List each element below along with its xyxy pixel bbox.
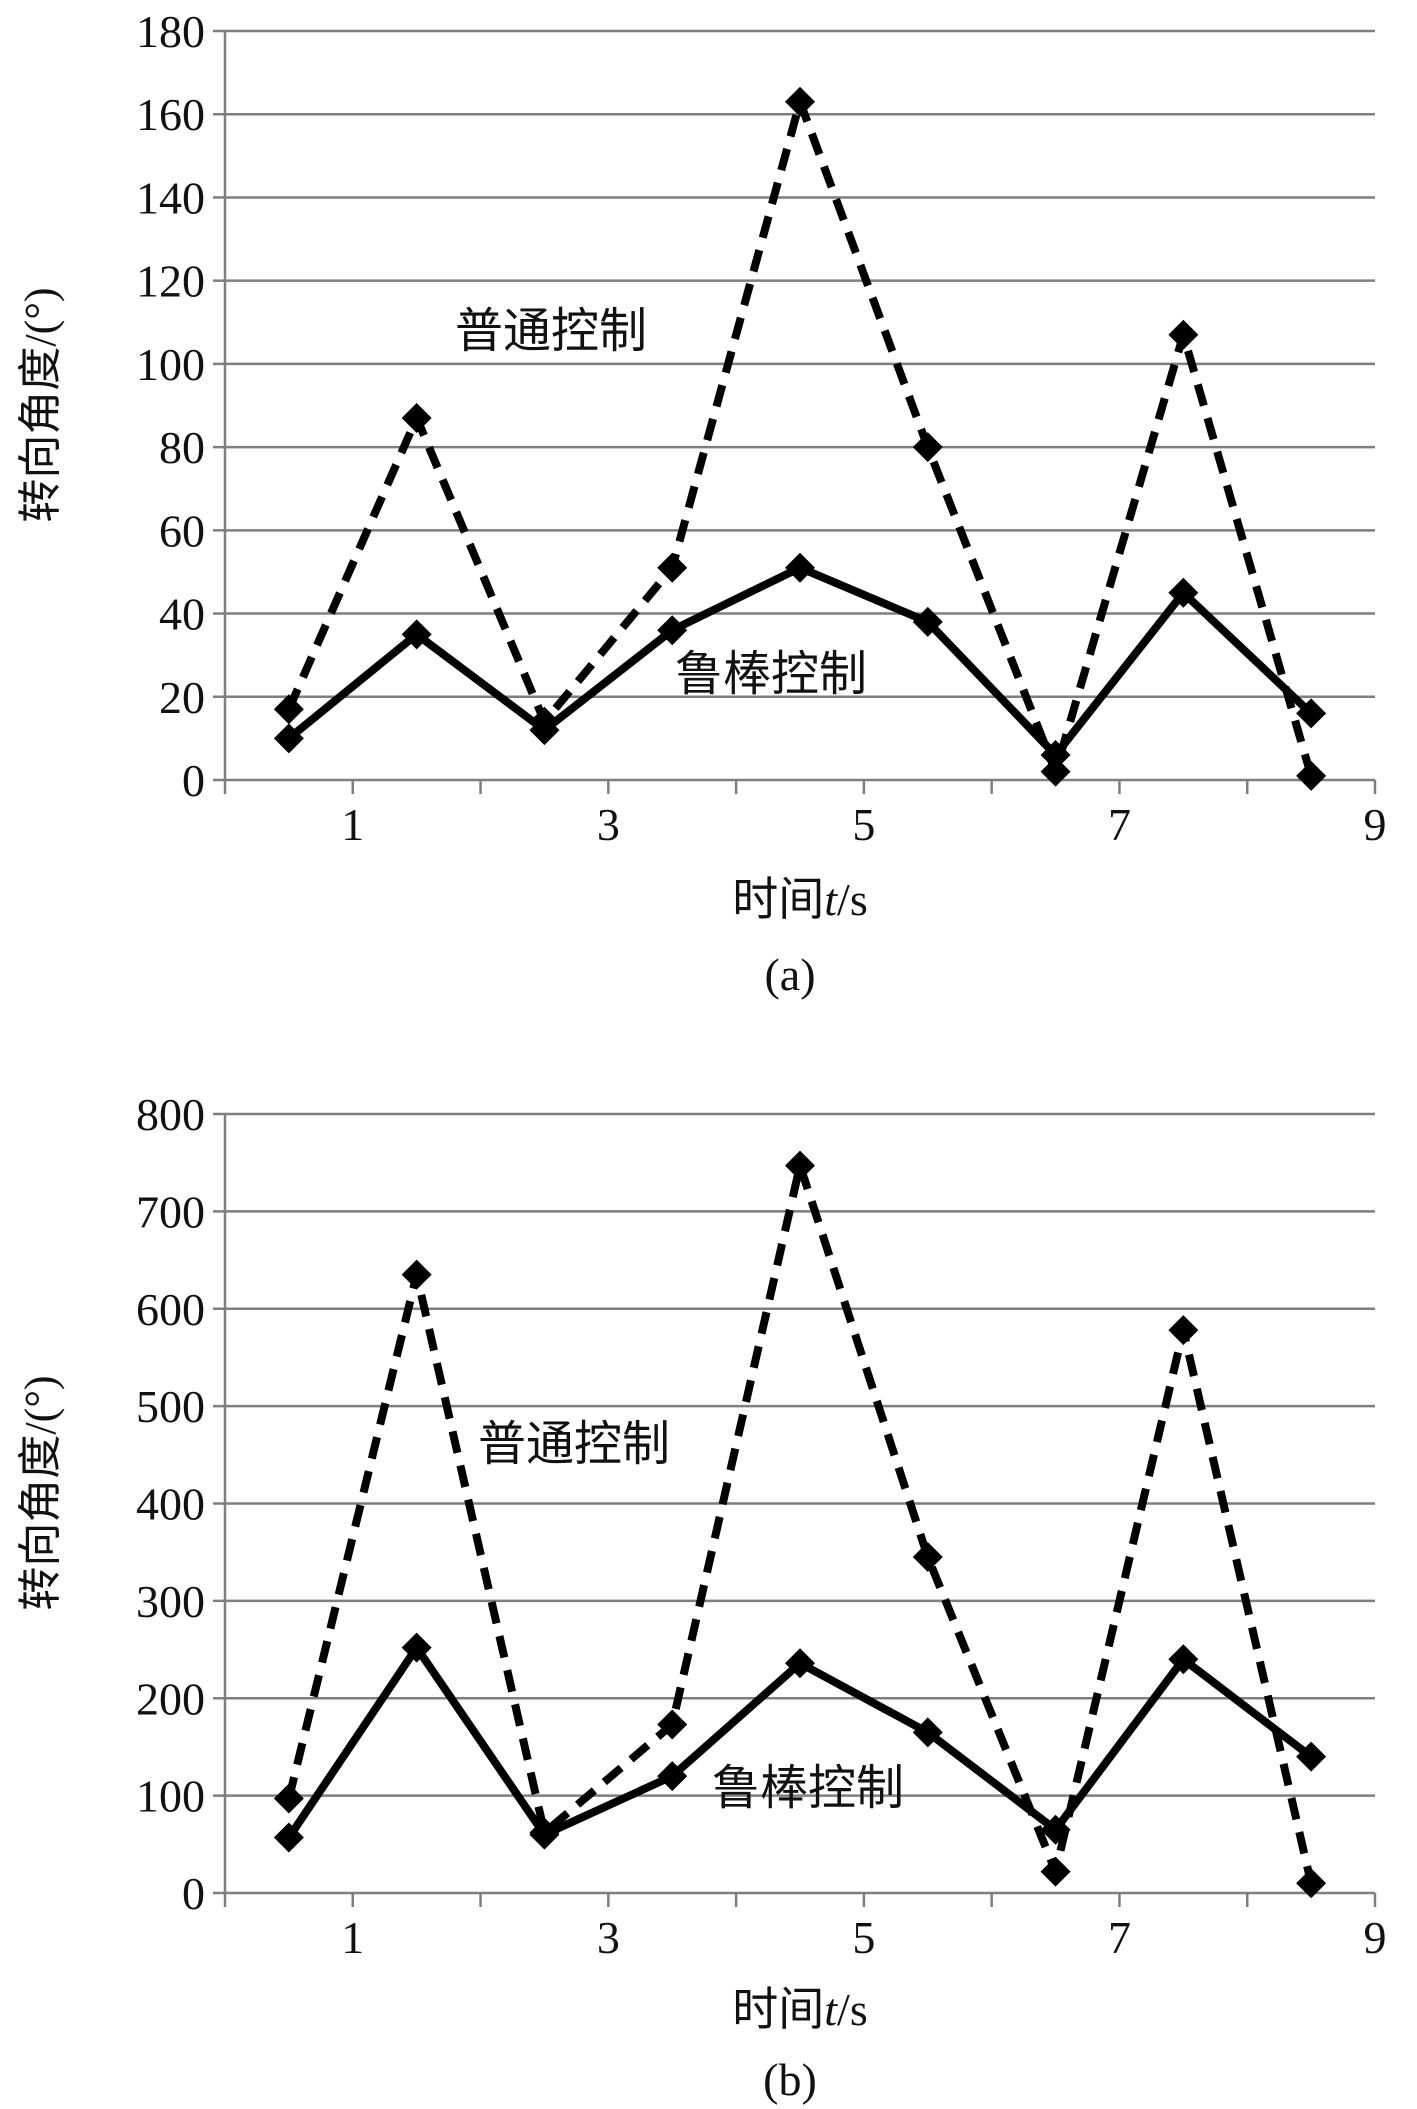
data-point-marker [1296, 698, 1327, 729]
x-axis-label: 时间t/s [732, 874, 867, 925]
x-axis-label-unit: /s [837, 1984, 868, 2035]
y-tick-label: 0 [182, 755, 205, 806]
data-point-marker [912, 1717, 943, 1748]
x-axis-label: 时间t/s [732, 1984, 867, 2035]
data-point-marker [1168, 577, 1199, 608]
series-label-normal: 普通控制 [478, 1418, 670, 1471]
data-point-marker [1296, 760, 1327, 791]
data-point-marker [401, 619, 432, 650]
data-point-marker [529, 715, 560, 746]
chart-b: 0 100 200 300 400 500 600 700 800 1 3 5 7 9 普通控制 鲁棒控制… [16, 1089, 1387, 2105]
data-point-marker [912, 1542, 943, 1573]
y-tick-label: 800 [136, 1089, 205, 1140]
data-point-marker [1168, 319, 1199, 350]
data-point-marker [1168, 1644, 1199, 1675]
y-tick-label: 20 [159, 672, 205, 723]
x-tick-label: 5 [852, 799, 875, 850]
data-point-marker [1168, 1315, 1199, 1346]
data-point-marker [657, 552, 688, 583]
y-tick-label: 200 [136, 1673, 205, 1724]
x-tick-label: 3 [597, 1912, 620, 1963]
chart-caption: (b) [763, 2054, 817, 2105]
data-point-marker [1040, 1814, 1071, 1845]
x-tick-label: 9 [1364, 1912, 1387, 1963]
y-tick-label: 160 [136, 89, 205, 140]
y-tick-label: 180 [136, 6, 205, 57]
x-tick-label: 7 [1108, 1912, 1131, 1963]
data-point-marker [1040, 756, 1071, 787]
data-point-marker [529, 1819, 560, 1850]
y-tick-label: 400 [136, 1479, 205, 1530]
x-axis-label-var: t [824, 1984, 838, 2035]
x-tick-label: 1 [341, 1912, 364, 1963]
data-point-marker [401, 402, 432, 433]
data-point-marker [273, 694, 304, 725]
data-point-marker [785, 1648, 815, 1679]
x-tick-label: 3 [597, 799, 620, 850]
data-point-marker [401, 1632, 432, 1663]
x-axis-label-unit: /s [837, 874, 868, 925]
x-axis-label-var: t [824, 874, 838, 925]
data-point-marker [785, 1150, 815, 1181]
data-point-marker [1296, 1868, 1327, 1899]
x-axis-label-main: 时间 [732, 874, 824, 925]
y-tick-label: 120 [136, 256, 205, 307]
x-tick-label: 7 [1108, 799, 1131, 850]
data-point-marker [1040, 1856, 1071, 1887]
series-label-robust: 鲁棒控制 [675, 648, 867, 701]
y-tick-label: 100 [136, 1771, 205, 1822]
series-label-robust: 鲁棒控制 [712, 1762, 904, 1815]
y-tick-label: 140 [136, 172, 205, 223]
y-tick-label: 0 [182, 1868, 205, 1919]
y-axis-label: 转向角度/(°) [16, 1375, 65, 1610]
chart-caption: (a) [764, 949, 815, 1000]
data-point-marker [785, 552, 815, 583]
data-point-marker [273, 1783, 304, 1814]
series-label-normal: 普通控制 [455, 305, 647, 358]
data-point-marker [657, 615, 688, 646]
x-tick-label: 1 [341, 799, 364, 850]
x-tick-label: 5 [852, 1912, 875, 1963]
y-tick-label: 700 [136, 1186, 205, 1237]
y-tick-label: 100 [136, 339, 205, 390]
y-tick-label: 600 [136, 1284, 205, 1335]
data-point-marker [912, 606, 943, 637]
data-point-marker [273, 723, 304, 754]
data-point-marker [912, 432, 943, 463]
y-tick-label: 500 [136, 1381, 205, 1432]
x-tick-label: 9 [1364, 799, 1387, 850]
data-point-marker [1296, 1741, 1327, 1772]
y-tick-label: 60 [159, 505, 205, 556]
x-axis-label-main: 时间 [732, 1984, 824, 2035]
data-point-marker [657, 1709, 688, 1740]
data-point-marker [401, 1259, 432, 1290]
y-tick-label: 40 [159, 589, 205, 640]
data-point-marker [273, 1822, 304, 1853]
y-axis-label: 转向角度/(°) [16, 287, 65, 522]
y-tick-label: 300 [136, 1576, 205, 1627]
data-point-marker [785, 86, 815, 117]
data-point-marker [657, 1761, 688, 1792]
data-point-marker [1040, 740, 1071, 771]
y-tick-label: 80 [159, 422, 205, 473]
